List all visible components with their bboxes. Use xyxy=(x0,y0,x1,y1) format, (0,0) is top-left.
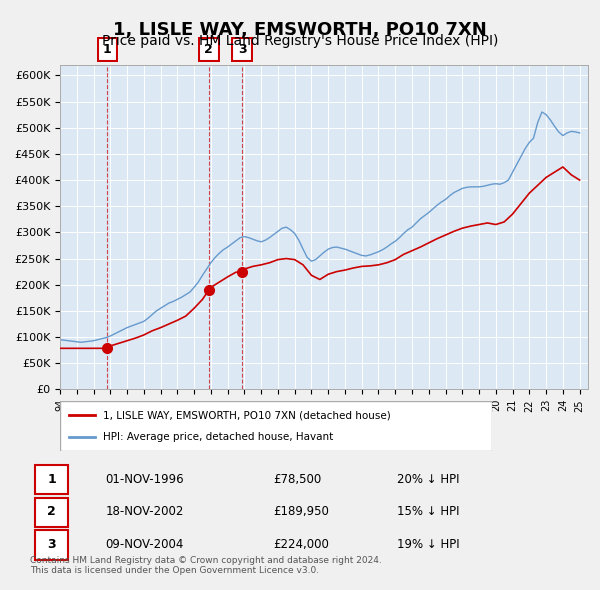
Text: Price paid vs. HM Land Registry's House Price Index (HPI): Price paid vs. HM Land Registry's House … xyxy=(102,34,498,48)
Text: 01-NOV-1996: 01-NOV-1996 xyxy=(106,473,184,486)
Text: HPI: Average price, detached house, Havant: HPI: Average price, detached house, Hava… xyxy=(103,432,334,442)
Text: 2: 2 xyxy=(205,43,213,56)
Text: £189,950: £189,950 xyxy=(273,505,329,519)
FancyBboxPatch shape xyxy=(35,497,68,527)
FancyBboxPatch shape xyxy=(199,38,218,61)
Text: 1: 1 xyxy=(47,473,56,486)
Text: 1: 1 xyxy=(103,43,112,56)
Text: £78,500: £78,500 xyxy=(273,473,321,486)
FancyBboxPatch shape xyxy=(35,530,68,560)
Text: 20% ↓ HPI: 20% ↓ HPI xyxy=(397,473,460,486)
FancyBboxPatch shape xyxy=(60,401,492,451)
Text: £224,000: £224,000 xyxy=(273,538,329,551)
Text: 09-NOV-2004: 09-NOV-2004 xyxy=(106,538,184,551)
Text: 3: 3 xyxy=(238,43,247,56)
Text: 18-NOV-2002: 18-NOV-2002 xyxy=(106,505,184,519)
Text: 1, LISLE WAY, EMSWORTH, PO10 7XN: 1, LISLE WAY, EMSWORTH, PO10 7XN xyxy=(113,21,487,39)
FancyBboxPatch shape xyxy=(35,465,68,494)
Text: 19% ↓ HPI: 19% ↓ HPI xyxy=(397,538,460,551)
Text: 2: 2 xyxy=(47,505,56,519)
Text: Contains HM Land Registry data © Crown copyright and database right 2024.
This d: Contains HM Land Registry data © Crown c… xyxy=(30,556,382,575)
Text: 1, LISLE WAY, EMSWORTH, PO10 7XN (detached house): 1, LISLE WAY, EMSWORTH, PO10 7XN (detach… xyxy=(103,410,391,420)
FancyBboxPatch shape xyxy=(98,38,117,61)
FancyBboxPatch shape xyxy=(232,38,252,61)
Text: 3: 3 xyxy=(47,538,56,551)
Text: 15% ↓ HPI: 15% ↓ HPI xyxy=(397,505,460,519)
